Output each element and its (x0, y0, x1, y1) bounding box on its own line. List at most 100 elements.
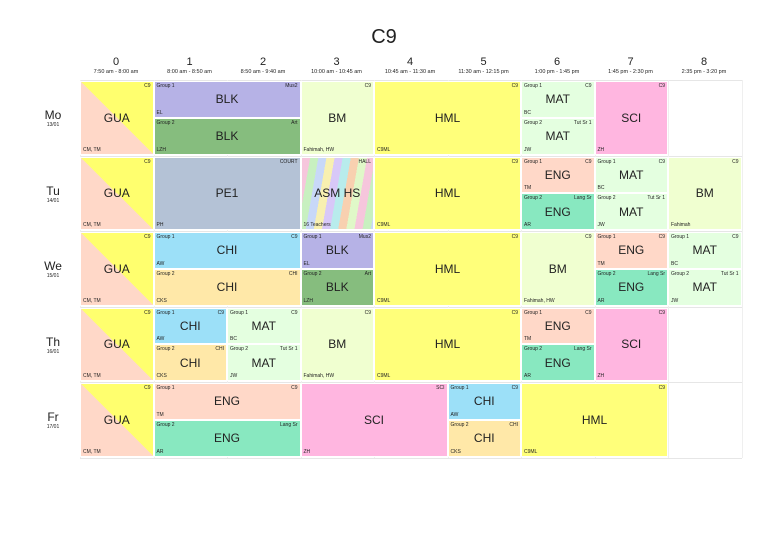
group-label: Group 2 (597, 270, 616, 277)
subject-label: ENG (618, 280, 645, 295)
lesson-mat[interactable]: MAT Group 1 C9 BC (227, 307, 301, 345)
group-label: Group 2 (450, 421, 469, 428)
lesson-bm[interactable]: BM C9 Fahimah, HW (521, 232, 595, 306)
lesson-eng[interactable]: ENG Group 2 Lang Sr AR (521, 193, 595, 230)
lesson-hml[interactable]: HML C9 C9ML (374, 307, 521, 381)
lesson-gua[interactable]: GUA C9 CM, TM (80, 383, 154, 457)
subject-label: BM (695, 186, 714, 201)
lesson-mat[interactable]: MAT Group 1 C9 BC (594, 156, 668, 194)
room-label: C9 (144, 158, 151, 165)
subject-label: GUA (103, 261, 130, 276)
lesson-sci[interactable]: SCI C9 ZH (594, 307, 668, 381)
subject-label: ENG (544, 204, 571, 219)
day-header: Fr 17/01 (30, 411, 76, 431)
teacher-label: C9ML (377, 373, 391, 379)
room-label: SCI (436, 385, 445, 391)
teacher-label: JW (524, 146, 532, 153)
room-label: C9 (585, 234, 592, 240)
room-label: C9 (144, 83, 151, 89)
day-header: We 15/01 (30, 260, 76, 280)
period-header: 2 8:50 am - 9:40 am (227, 56, 299, 76)
lesson-hml[interactable]: HML C9 C9ML (521, 383, 668, 457)
lesson-hml[interactable]: HML C9 C9ML (374, 156, 521, 230)
lesson-sci[interactable]: SCI C9 ZH (594, 81, 668, 155)
lesson-sci[interactable]: SCI SCI ZH (300, 383, 448, 457)
lesson-blk[interactable]: BLK Group 2 Art LZH (300, 268, 374, 306)
teacher-label: LZH (303, 297, 313, 304)
lesson-gua[interactable]: GUA C9 CM, TM (80, 81, 154, 155)
teacher-label: JW (597, 222, 605, 228)
period-time: 1:45 pm - 2:30 pm (608, 69, 653, 75)
lesson-asm-hs[interactable]: ASM HS HALL 16 Teachers (300, 156, 374, 230)
subject-label: ENG (544, 355, 571, 370)
lesson-mat[interactable]: MAT Group 1 C9 BC (521, 81, 595, 118)
lesson-chi[interactable]: CHI Group 2 CHI CKS (153, 344, 227, 381)
lesson-gua[interactable]: GUA C9 CM, TM (80, 156, 154, 230)
subject-label: BM (328, 337, 347, 352)
room-label: C9 (658, 385, 665, 391)
lesson-chi[interactable]: CHI Group 2 CHI CKS (153, 268, 301, 306)
teacher-label: CKS (450, 448, 461, 455)
period-header: 8 2:35 pm - 3:20 pm (668, 56, 740, 76)
teacher-label: EL (156, 109, 163, 116)
lesson-eng[interactable]: ENG Group 1 C9 TM (521, 156, 595, 194)
lesson-blk[interactable]: BLK Group 1 Mus2 EL (300, 232, 374, 269)
room-label: C9 (732, 158, 739, 165)
teacher-label: JW (230, 373, 238, 379)
grid-line (741, 80, 743, 458)
subject-label: GUA (103, 186, 130, 201)
lesson-eng[interactable]: ENG Group 2 Lang Sr AR (521, 344, 595, 381)
subject-label: MAT (251, 355, 276, 370)
lesson-chi[interactable]: CHI Group 1 C9 AW (153, 232, 301, 269)
period-number: 3 (333, 56, 340, 68)
lesson-gua[interactable]: GUA C9 CM, TM (80, 307, 154, 381)
room-label: CHI (509, 421, 518, 428)
subject-label: BM (328, 110, 347, 125)
day-name: Mo (44, 108, 62, 122)
lesson-bm[interactable]: BM C9 Fahimah, HW (300, 307, 374, 381)
room-label: C9 (511, 309, 518, 316)
room-label: C9 (511, 83, 518, 89)
grid-line (80, 231, 742, 232)
teacher-label: C9ML (377, 222, 391, 228)
lesson-chi[interactable]: CHI Group 2 CHI CKS (447, 419, 521, 457)
lesson-chi[interactable]: CHI Group 1 C9 AW (153, 307, 227, 345)
room-label: C9 (144, 385, 151, 391)
period-header: 1 8:00 am - 8:50 am (154, 56, 226, 76)
lesson-pe1[interactable]: PE1 COURT PH (153, 156, 301, 230)
lesson-hml[interactable]: HML C9 C9ML (374, 232, 521, 306)
grid-line (80, 306, 742, 308)
lesson-bm[interactable]: BM C9 Fahimah (668, 156, 742, 230)
room-label: Tut Sr 1 (279, 346, 298, 353)
lesson-chi[interactable]: CHI Group 1 C9 AW (447, 383, 521, 420)
lesson-eng[interactable]: ENG Group 1 C9 TM (153, 383, 301, 420)
lesson-mat[interactable]: MAT Group 1 C9 BC (668, 232, 742, 269)
teacher-label: CM, TM (83, 146, 101, 153)
lesson-blk[interactable]: BLK Group 1 Mus2 EL (153, 81, 301, 118)
lesson-mat[interactable]: MAT Group 2 Tut Sr 1 JW (668, 268, 742, 306)
lesson-mat[interactable]: MAT Group 2 Tut Sr 1 JW (227, 344, 301, 381)
group-label: Group 1 (156, 385, 175, 391)
period-number: 4 (406, 56, 414, 68)
grid-line (80, 155, 742, 157)
subject-label: MAT (545, 129, 570, 144)
teacher-label: Fahimah (671, 222, 691, 228)
subject-label: MAT (692, 243, 717, 258)
group-label: Group 1 (450, 385, 469, 391)
lesson-eng[interactable]: ENG Group 1 C9 TM (521, 307, 595, 345)
grid-line (80, 382, 742, 383)
room-label: C9 (144, 234, 151, 240)
lesson-blk[interactable]: BLK Group 2 Art LZH (153, 117, 301, 155)
lesson-eng[interactable]: ENG Group 2 Lang Sr AR (153, 419, 301, 457)
subject-label: MAT (692, 280, 717, 295)
lesson-hml[interactable]: HML C9 C9ML (374, 81, 521, 155)
subject-label: CHI (216, 243, 238, 258)
lesson-eng[interactable]: ENG Group 1 C9 TM (594, 232, 668, 269)
lesson-mat[interactable]: MAT Group 2 Tut Sr 1 JW (594, 193, 668, 230)
lesson-mat[interactable]: MAT Group 2 Tut Sr 1 JW (521, 117, 595, 155)
lesson-gua[interactable]: GUA C9 CM, TM (80, 232, 154, 306)
lesson-bm[interactable]: BM C9 Fahimah, HW (300, 81, 374, 155)
subject-label: GUA (103, 110, 130, 125)
teacher-label: BC (230, 336, 237, 343)
lesson-eng[interactable]: ENG Group 2 Lang Sr AR (594, 268, 668, 306)
